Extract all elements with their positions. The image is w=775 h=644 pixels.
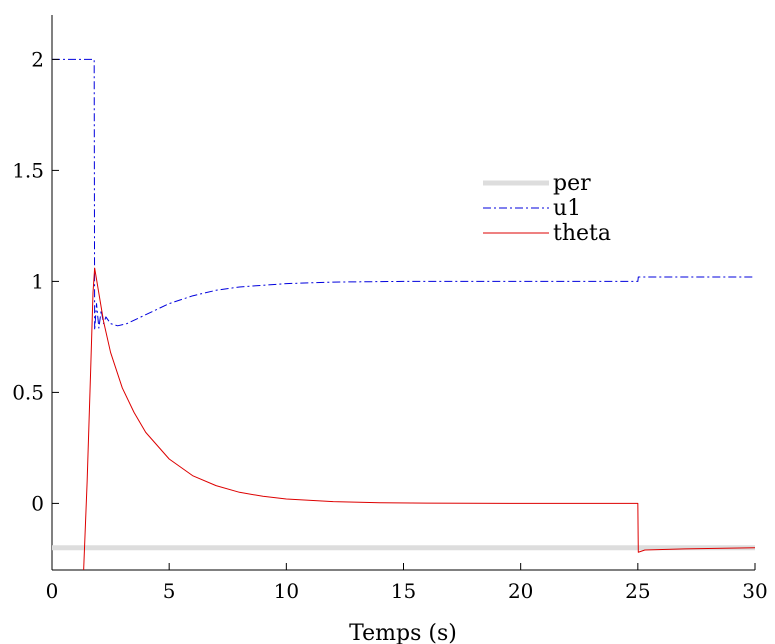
x-axis-title: Temps (s): [349, 621, 457, 644]
x-tick-label: 20: [508, 579, 533, 603]
x-tick-label: 5: [163, 579, 176, 603]
y-tick-label: 0: [31, 491, 44, 515]
y-tick-label: 1: [31, 269, 44, 293]
x-tick-label: 30: [742, 579, 767, 603]
y-tick-label: 1.5: [12, 158, 44, 182]
series-line-u1: [52, 58, 755, 331]
series-layer: [52, 58, 755, 570]
series-line-theta: [83, 267, 755, 570]
legend-label-per: per: [553, 171, 591, 196]
tick-layer: 0 5 10 15 20 25 30 0 0.5 1 1.5 2: [12, 47, 768, 603]
x-tick-label: 25: [625, 579, 650, 603]
legend-label-u1: u1: [553, 196, 581, 221]
x-tick-label: 15: [391, 579, 416, 603]
x-tick-label: 10: [274, 579, 299, 603]
y-tick-label: 2: [31, 47, 44, 71]
x-tick-label: 0: [46, 579, 59, 603]
y-tick-label: 0.5: [12, 380, 44, 404]
legend-label-theta: theta: [553, 221, 611, 246]
plot-frame: [51, 15, 755, 571]
